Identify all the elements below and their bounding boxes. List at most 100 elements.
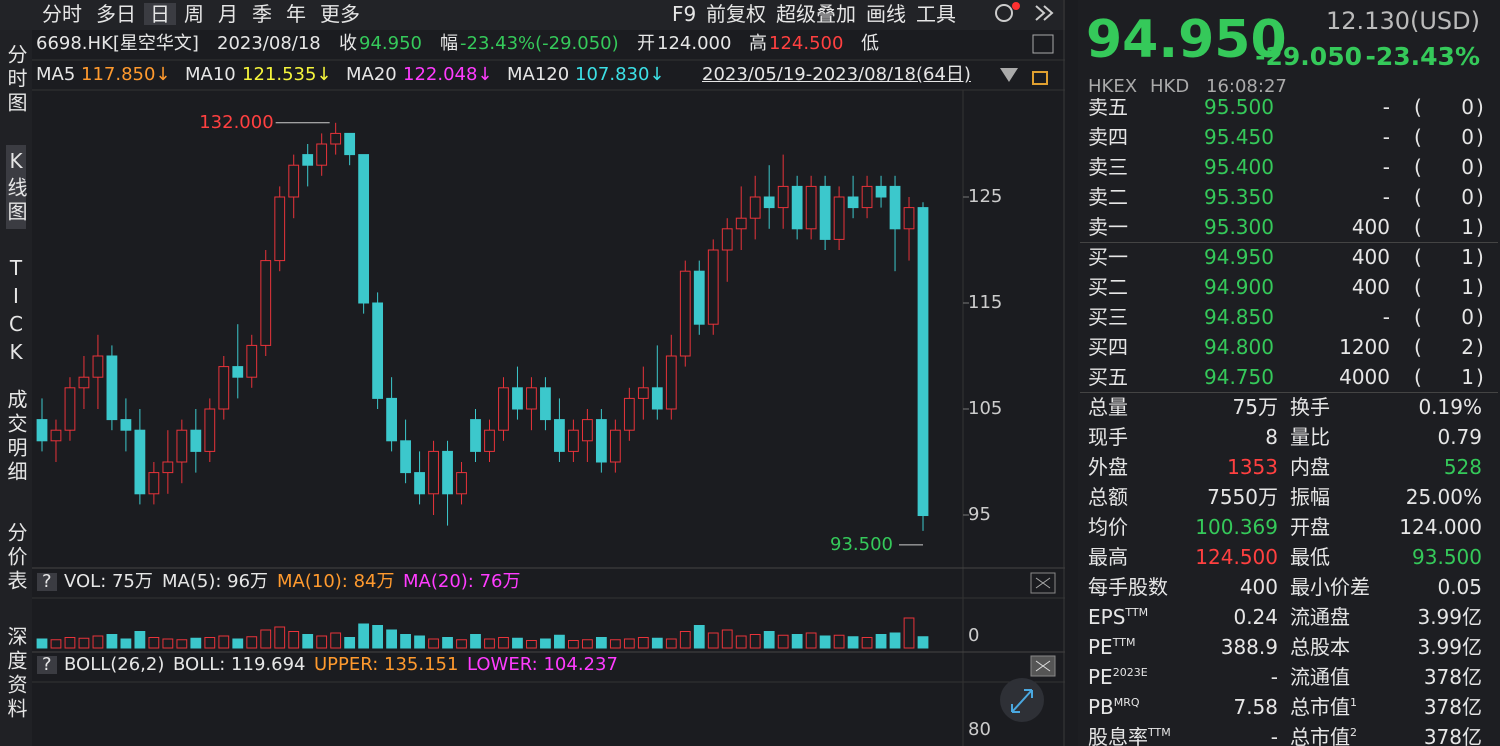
volume-bar [875, 634, 887, 649]
candle-body [833, 196, 845, 240]
volume-bar [400, 634, 411, 649]
volume-bar [665, 638, 677, 649]
info-text: 6698.HK[星空华文] [36, 33, 199, 54]
help[interactable]: ? [37, 573, 57, 591]
annotation: 132.000 [199, 112, 273, 133]
volume-bar [833, 634, 845, 649]
tab[interactable]: 分时 [42, 2, 82, 26]
stat-sup: TTM [1125, 606, 1149, 619]
side-tab[interactable]: 分时图 [4, 44, 28, 116]
candle-body [302, 154, 314, 166]
candle-body [456, 472, 467, 495]
candle-body [414, 472, 425, 495]
tab[interactable]: 多日 [96, 2, 136, 26]
ob-name: 卖五 [1088, 95, 1128, 119]
stat-sup: TTM [1112, 636, 1136, 649]
y-tick-label: 125 [968, 186, 1002, 207]
y-tick-label: 105 [968, 398, 1002, 419]
candle-body [735, 217, 747, 230]
ob-price: 95.500 [1204, 95, 1274, 119]
tab[interactable]: 日 [144, 3, 176, 25]
candle-body [204, 408, 216, 452]
y-tick-label: 0 [968, 625, 979, 646]
stat-label: 总股本 [1290, 635, 1350, 659]
volume-bar [64, 637, 76, 649]
volume-bar [316, 635, 328, 649]
volume-bar [763, 631, 775, 649]
period[interactable]: 2023/05/19-2023/08/18(64日) [702, 64, 971, 85]
volume-bar [106, 634, 118, 649]
volume-bar [777, 634, 789, 649]
tab[interactable]: 月 [218, 2, 238, 26]
stat-label: 每手股数 [1088, 575, 1168, 599]
layout-icon[interactable] [1032, 34, 1054, 54]
stat-sup: TTM [1148, 726, 1171, 739]
candle-body [162, 461, 174, 474]
tab[interactable]: 年 [286, 2, 306, 26]
volume-bar [735, 635, 747, 649]
candle-body [274, 196, 286, 262]
stat-label: PE2023E [1088, 665, 1148, 689]
candle-body [176, 429, 188, 463]
stat-label: EPSTTM [1088, 605, 1149, 629]
candle-body [889, 185, 901, 230]
candle-body [791, 185, 803, 230]
ob-count: 0 [1461, 155, 1474, 179]
ob-volume: - [1382, 185, 1390, 209]
candle-body [568, 429, 579, 452]
help[interactable]: ? [37, 656, 57, 674]
candle-body [400, 440, 411, 474]
ob-paren: ) [1476, 125, 1484, 149]
candle-body [260, 260, 272, 346]
stat-label: 换手 [1290, 395, 1330, 419]
tool[interactable]: 工具 [916, 2, 956, 26]
stat-sup: MRQ [1113, 696, 1140, 709]
volume-bar [679, 631, 691, 649]
side-tab[interactable]: 深度资料 [4, 626, 28, 722]
ob-paren: ( [1414, 365, 1422, 389]
stat-value: 124.500 [1195, 545, 1278, 569]
ob-price: 94.750 [1204, 365, 1274, 389]
volume-bar [190, 637, 202, 649]
lock-icon[interactable] [1032, 71, 1048, 85]
stat-value: 0.24 [1233, 605, 1278, 629]
divider [1080, 242, 1498, 243]
side-tab[interactable]: 成交明细 [4, 389, 28, 485]
tab[interactable]: 季 [252, 2, 272, 26]
tool[interactable]: F9 [672, 2, 697, 26]
volume-bar [903, 617, 915, 649]
stat-label: PBMRQ [1088, 695, 1140, 719]
ob-paren: ( [1414, 125, 1422, 149]
volume-bar [162, 638, 174, 649]
volume-bar [246, 636, 258, 649]
stat-value: 400 [1239, 575, 1278, 599]
stat-value: 388.9 [1220, 635, 1278, 659]
candle-body [665, 355, 677, 410]
ob-count: 1 [1461, 365, 1474, 389]
stat-label: 最高 [1088, 545, 1128, 569]
ob-paren: ( [1414, 335, 1422, 359]
ob-paren: ) [1476, 275, 1484, 299]
tool[interactable]: 画线 [866, 2, 906, 26]
volume-bar [609, 639, 621, 649]
ob-paren: ( [1414, 245, 1422, 269]
ob-paren: ( [1414, 95, 1422, 119]
candle-body [917, 207, 929, 517]
candle-body [134, 429, 146, 495]
volume-bar [637, 637, 649, 649]
more-icon[interactable] [1035, 5, 1054, 21]
side-tab[interactable]: TICK [4, 256, 28, 368]
settings-icon[interactable] [995, 4, 1013, 22]
info-text: 收 [339, 33, 357, 54]
volume-bar [232, 638, 244, 649]
ob-name: 买五 [1088, 365, 1128, 389]
close-button[interactable] [1030, 572, 1056, 594]
tab[interactable]: 更多 [320, 2, 360, 26]
side-tab[interactable]: 分价表 [4, 522, 28, 594]
tool[interactable]: 超级叠加 [776, 2, 856, 26]
tab[interactable]: 周 [184, 2, 204, 26]
dropdown-icon[interactable] [1000, 68, 1018, 82]
tool[interactable]: 前复权 [706, 2, 766, 26]
side-tab[interactable]: K线图 [4, 145, 28, 229]
